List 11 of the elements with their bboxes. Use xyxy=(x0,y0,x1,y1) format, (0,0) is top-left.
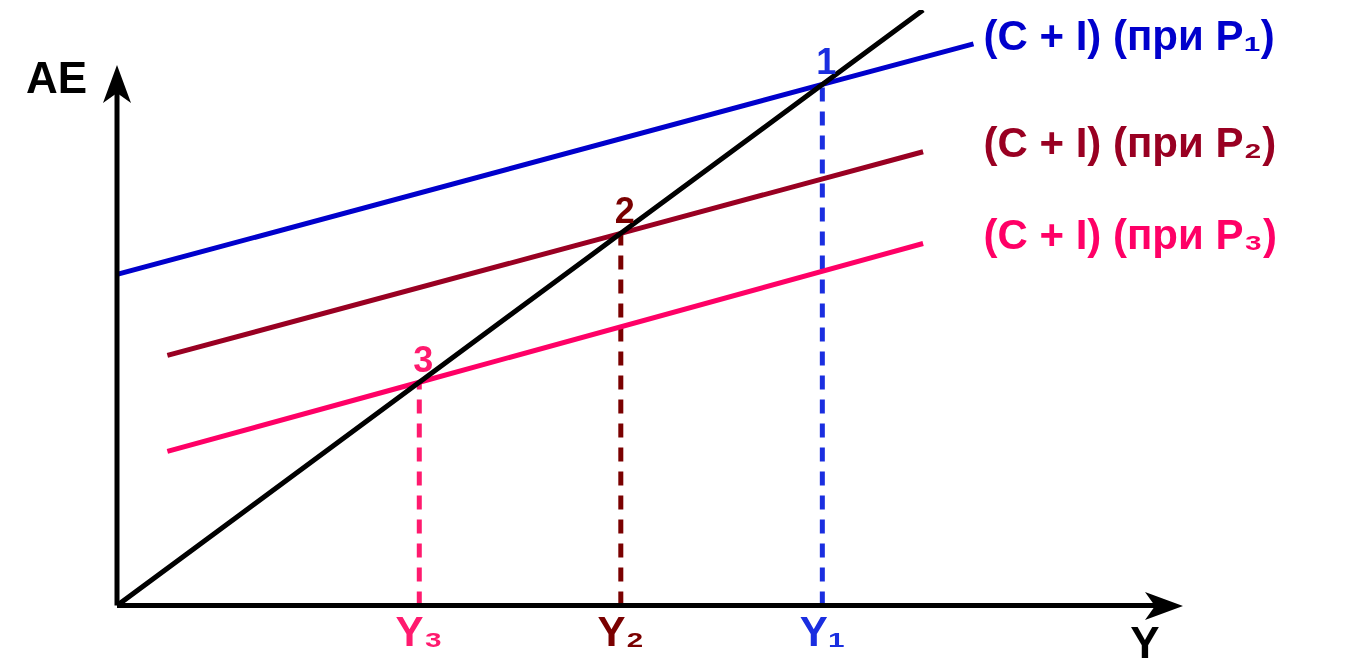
x-tick-label: Y₃ xyxy=(395,608,443,656)
annotation: 1 xyxy=(816,41,837,83)
series-label: (C + I) (при P₁) xyxy=(983,11,1275,59)
x-tick-label: Y₂ xyxy=(597,608,645,656)
annotation: 2 xyxy=(614,190,635,232)
x-tick-label: Y₁ xyxy=(799,608,846,656)
x-axis-title: Y xyxy=(1130,617,1160,664)
y-axis-title: AE xyxy=(25,53,87,102)
annotation: 3 xyxy=(413,339,434,381)
series-label: (C + I) (при P₃) xyxy=(983,211,1277,259)
series-label: (C + I) (при P₂) xyxy=(983,119,1277,167)
